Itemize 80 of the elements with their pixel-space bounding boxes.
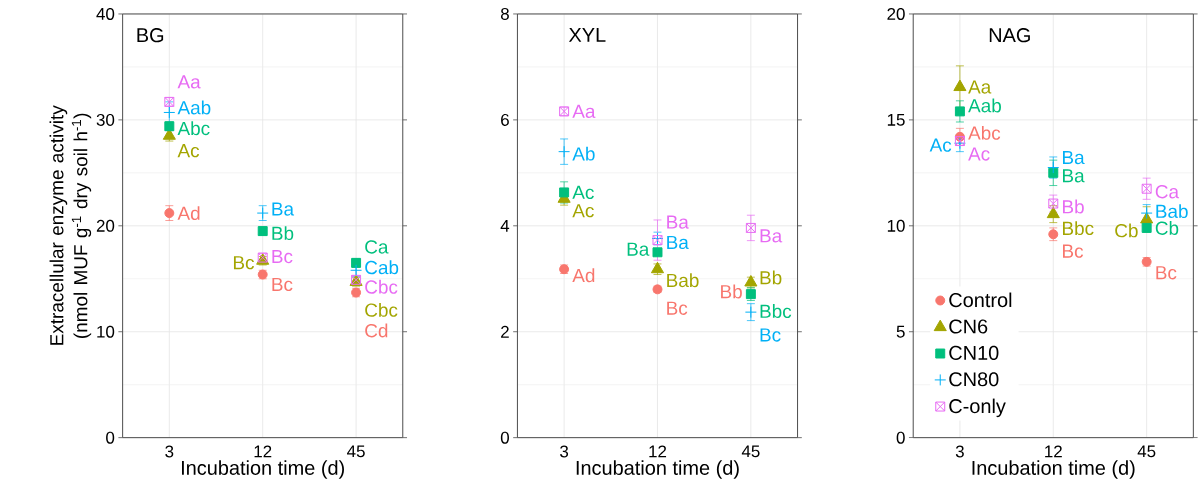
annotation: Ad <box>177 205 200 220</box>
legend-label: C-only <box>949 398 1006 417</box>
annotation: Ac <box>968 147 990 161</box>
y-tick-label: 20 <box>96 219 115 232</box>
annotation: Cd <box>365 323 388 338</box>
legend-label: CN10 <box>949 345 999 360</box>
annotation: Bb <box>1063 199 1084 214</box>
annotation: Abc <box>968 125 1001 140</box>
annotation: Ba <box>1063 169 1085 183</box>
x-tick-label: 45 <box>1137 445 1156 458</box>
x-tick-label: 12 <box>1045 445 1062 458</box>
x-tick-label: 3 <box>560 445 569 458</box>
annotation: Ba <box>272 202 295 216</box>
y-tick-label: 15 <box>887 113 905 126</box>
annotation: Bab <box>667 273 699 287</box>
y-tick-label: 6 <box>501 113 509 126</box>
x-axis-title: Incubation time (d) <box>181 460 344 479</box>
annotation: Bc <box>667 301 688 315</box>
annotation: Ba <box>627 242 650 256</box>
annotation: Cbc <box>365 279 398 294</box>
annotation: Ac <box>572 185 594 199</box>
x-tick-label: 12 <box>254 445 272 458</box>
x-tick-label: 45 <box>741 445 760 458</box>
annotation: Ac <box>177 143 200 158</box>
annotation: Bc <box>233 255 255 270</box>
annotation: Bbc <box>1063 220 1094 235</box>
y-tick-label: 8 <box>500 7 509 20</box>
annotation: Cb <box>1115 223 1138 238</box>
y-tick-label: 0 <box>500 431 509 444</box>
annotation: Ba <box>1063 150 1085 164</box>
y-tick-label: 5 <box>896 325 905 338</box>
x-tick-label: 12 <box>649 445 667 458</box>
annotation: Aa <box>572 104 596 118</box>
annotation: Bc <box>1063 244 1084 258</box>
x-tick-label: 3 <box>165 445 174 458</box>
y-tick-label: 2 <box>501 325 509 338</box>
legend-label: Control <box>949 292 1012 307</box>
annotation: Ac <box>929 138 952 152</box>
text: NAG <box>989 27 1030 42</box>
annotation: Ba <box>667 235 689 249</box>
annotation: Bb <box>272 225 294 240</box>
y-tick-label: 10 <box>97 325 115 338</box>
y-tick-label: 4 <box>500 219 510 232</box>
annotation: Bc <box>272 277 293 291</box>
annotation: Ba <box>760 229 783 243</box>
y-tick-label: 20 <box>887 7 905 20</box>
annotation: Ab <box>572 146 595 161</box>
annotation: Cb <box>1155 220 1179 235</box>
legend-label: CN6 <box>949 319 988 334</box>
annotation: Bc <box>272 249 293 263</box>
annotation: Aab <box>177 100 211 115</box>
x-axis-title: Incubation time (d) <box>576 460 739 479</box>
x-axis-title: Incubation time (d) <box>972 460 1135 479</box>
annotation: Bb <box>760 270 782 285</box>
x-tick-label: 45 <box>347 445 365 458</box>
text: BG <box>137 27 164 42</box>
annotation: Ac <box>572 203 594 218</box>
annotation: Aa <box>177 75 201 89</box>
text: XYL <box>568 27 606 42</box>
annotation: Cbc <box>365 302 398 317</box>
y-tick-label: 40 <box>96 7 115 20</box>
annotation: Bab <box>1156 203 1188 218</box>
y-tick-label: 0 <box>106 431 115 444</box>
annotation: Bc <box>760 328 781 342</box>
legend-label: CN80 <box>949 371 999 387</box>
annotation: Aab <box>968 98 1001 113</box>
annotation: Bb <box>721 284 742 299</box>
annotation: Ba <box>667 215 689 229</box>
y-tick-label: 10 <box>887 219 905 232</box>
y-tick-label: 30 <box>96 113 115 126</box>
annotation: Bbc <box>760 303 792 318</box>
x-tick-label: 3 <box>955 445 964 458</box>
annotation: Abc <box>177 121 210 135</box>
annotation: Aa <box>968 80 992 94</box>
y-tick-label: 0 <box>896 431 905 444</box>
annotation: Ad <box>572 268 595 282</box>
annotation: Cab <box>365 260 399 275</box>
annotation: Ca <box>365 240 389 254</box>
annotation: Bc <box>1156 265 1177 280</box>
annotation: Ca <box>1155 184 1180 199</box>
